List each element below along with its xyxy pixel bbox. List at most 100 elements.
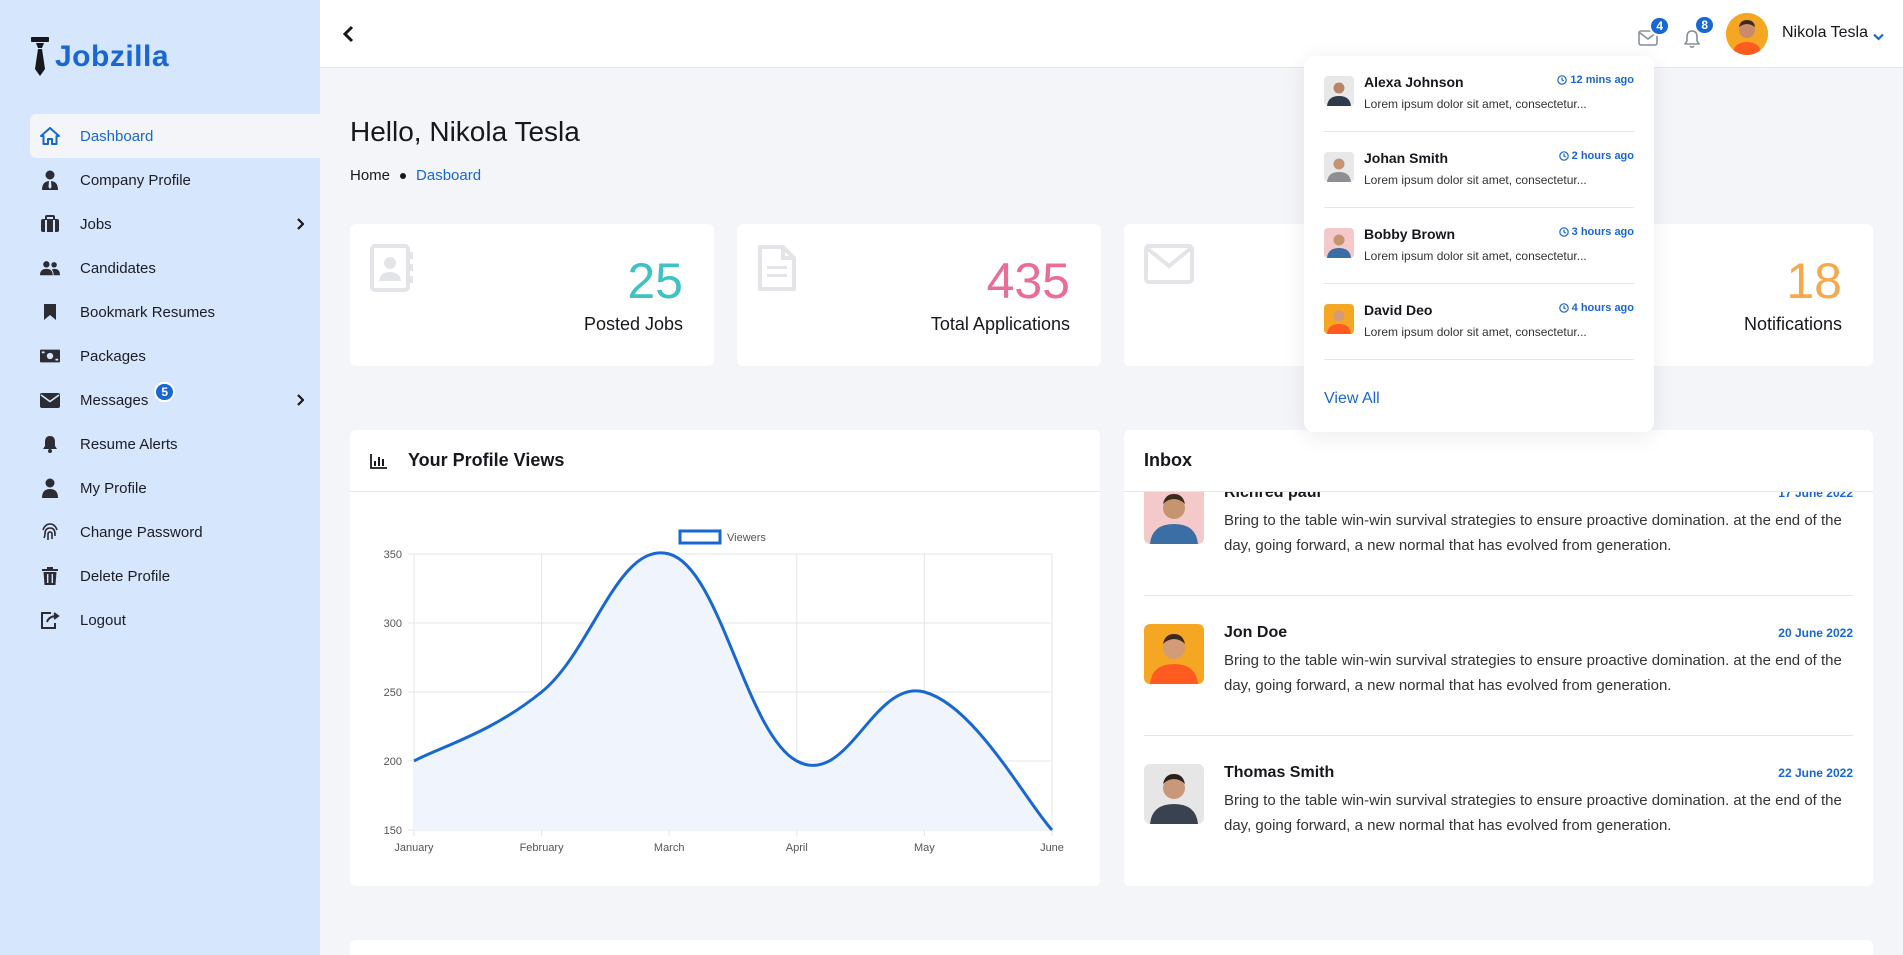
home-icon xyxy=(40,126,60,146)
chevron-left-icon xyxy=(342,25,354,43)
dropdown-item[interactable]: Alexa Johnson 12 mins ago Lorem ipsum do… xyxy=(1324,56,1634,132)
money-icon xyxy=(40,346,60,366)
dropdown-text: Lorem ipsum dolor sit amet, consectetur.… xyxy=(1364,249,1587,263)
sender-avatar xyxy=(1144,492,1204,544)
stat-value: 435 xyxy=(986,253,1070,309)
clock-icon xyxy=(1558,303,1569,313)
dropdown-name: Bobby Brown xyxy=(1364,226,1455,242)
sidebar-item-change-password[interactable]: Change Password xyxy=(30,510,320,554)
y-tick-label: 350 xyxy=(384,549,402,561)
legend-label: Viewers xyxy=(727,532,766,544)
dropdown-time-text: 12 mins ago xyxy=(1570,74,1634,86)
stat-value: 25 xyxy=(627,253,683,309)
sidebar-item-resume-alerts[interactable]: Resume Alerts xyxy=(30,422,320,466)
breadcrumb-home[interactable]: Home xyxy=(350,167,391,184)
bell-outline-icon xyxy=(1684,30,1700,49)
x-tick-label: April xyxy=(786,842,808,854)
sidebar-item-logout[interactable]: Logout xyxy=(30,598,320,642)
dropdown-item[interactable]: David Deo 4 hours ago Lorem ipsum dolor … xyxy=(1324,284,1634,360)
logo[interactable]: Jobzilla xyxy=(29,37,169,77)
stat-card-total-applications: 435 Total Applications xyxy=(737,224,1101,366)
inbox-message[interactable]: Richred paul 17 June 2022 Bring to the t… xyxy=(1144,492,1853,596)
sidebar-item-delete-profile[interactable]: Delete Profile xyxy=(30,554,320,598)
sidebar-item-messages[interactable]: Messages 5 xyxy=(30,378,320,422)
dropdown-avatar xyxy=(1324,304,1354,334)
panel-header: Inbox xyxy=(1124,430,1873,492)
breadcrumb-separator xyxy=(400,172,407,179)
sidebar-item-label: Dashboard xyxy=(80,127,154,145)
message-date: 17 June 2022 xyxy=(1778,492,1853,500)
series-area xyxy=(414,552,1052,830)
header-mail-button[interactable]: 4 xyxy=(1638,16,1670,52)
sender-name: Jon Doe xyxy=(1224,624,1288,641)
fingerprint-icon xyxy=(40,522,60,542)
dropdown-time-text: 3 hours ago xyxy=(1571,226,1634,238)
clock-icon xyxy=(1558,227,1569,237)
message-date: 20 June 2022 xyxy=(1778,626,1853,640)
inbox-message[interactable]: Thomas Smith 22 June 2022 Bring to the t… xyxy=(1144,736,1853,876)
dropdown-text: Lorem ipsum dolor sit amet, consectetur.… xyxy=(1364,97,1587,111)
dropdown-time: 4 hours ago xyxy=(1558,302,1634,314)
sidebar-item-label: Candidates xyxy=(80,259,156,277)
bottom-panel xyxy=(350,940,1873,955)
x-tick-label: March xyxy=(654,842,685,854)
view-all-link[interactable]: View All xyxy=(1324,390,1380,407)
sidebar-item-candidates[interactable]: Candidates xyxy=(30,246,320,290)
sidebar-item-label: Logout xyxy=(80,611,126,629)
user-name[interactable]: Nikola Tesla xyxy=(1782,24,1868,41)
briefcase-icon xyxy=(40,214,60,234)
dropdown-time-text: 4 hours ago xyxy=(1571,302,1634,314)
chevron-down-icon[interactable] xyxy=(1873,28,1884,46)
inbox-list: Richred paul 17 June 2022 Bring to the t… xyxy=(1124,492,1873,886)
sidebar-toggle-button[interactable] xyxy=(336,22,360,46)
sidebar-item-jobs[interactable]: Jobs xyxy=(30,202,320,246)
dropdown-text: Lorem ipsum dolor sit amet, consectetur.… xyxy=(1364,325,1587,339)
sender-avatar xyxy=(1144,624,1204,684)
sidebar-item-dashboard[interactable]: Dashboard xyxy=(30,114,320,158)
user-tie-icon xyxy=(40,170,60,190)
legend-swatch xyxy=(678,529,722,545)
stat-label: Notifications xyxy=(1743,314,1842,334)
dropdown-time: 3 hours ago xyxy=(1558,226,1634,238)
user-avatar[interactable] xyxy=(1726,13,1768,55)
dropdown-time: 2 hours ago xyxy=(1558,150,1634,162)
inbox-message[interactable]: Jon Doe 20 June 2022 Bring to the table … xyxy=(1144,596,1853,736)
x-tick-label: February xyxy=(520,842,565,854)
breadcrumb-current: Dasboard xyxy=(416,167,482,184)
clock-icon xyxy=(1558,151,1569,161)
sidebar-item-label: Change Password xyxy=(80,523,203,541)
clock-icon xyxy=(1557,75,1568,85)
message-preview: Bring to the table win-win survival stra… xyxy=(1224,652,1842,694)
user-icon xyxy=(40,478,60,498)
sidebar-item-my-profile[interactable]: My Profile xyxy=(30,466,320,510)
logout-icon xyxy=(40,610,60,630)
envelope-icon xyxy=(40,390,60,410)
header-notification-button[interactable]: 8 xyxy=(1683,15,1715,51)
users-icon xyxy=(40,258,60,278)
y-tick-label: 150 xyxy=(384,825,402,837)
brand-name: Jobzilla xyxy=(55,40,170,73)
stat-card-posted-jobs: 25 Posted Jobs xyxy=(350,224,714,366)
message-preview: Bring to the table win-win survival stra… xyxy=(1224,792,1842,834)
sidebar-item-company-profile[interactable]: Company Profile xyxy=(30,158,320,202)
panel-title: Inbox xyxy=(1144,450,1192,470)
stat-label: Total Applications xyxy=(930,314,1070,334)
sidebar-item-bookmark-resumes[interactable]: Bookmark Resumes xyxy=(30,290,320,334)
x-tick-label: May xyxy=(914,842,935,854)
dropdown-time: 12 mins ago xyxy=(1557,74,1634,86)
sidebar-item-label: Delete Profile xyxy=(80,567,171,585)
y-tick-label: 200 xyxy=(384,756,402,768)
sidebar-item-packages[interactable]: Packages xyxy=(30,334,320,378)
x-tick-label: January xyxy=(394,842,434,854)
dropdown-item[interactable]: Johan Smith 2 hours ago Lorem ipsum dolo… xyxy=(1324,132,1634,208)
dropdown-item[interactable]: Bobby Brown 3 hours ago Lorem ipsum dolo… xyxy=(1324,208,1634,284)
sidebar-item-label: Bookmark Resumes xyxy=(80,303,216,321)
breadcrumb: Home Dasboard xyxy=(350,167,481,184)
sender-avatar xyxy=(1144,764,1204,824)
panel-title: Your Profile Views xyxy=(408,450,565,470)
stat-value: 18 xyxy=(1786,253,1842,309)
dropdown-avatar xyxy=(1324,228,1354,258)
sender-name: Richred paul xyxy=(1224,492,1321,501)
chevron-right-icon xyxy=(296,393,305,410)
sidebar-item-label: Packages xyxy=(80,347,146,365)
